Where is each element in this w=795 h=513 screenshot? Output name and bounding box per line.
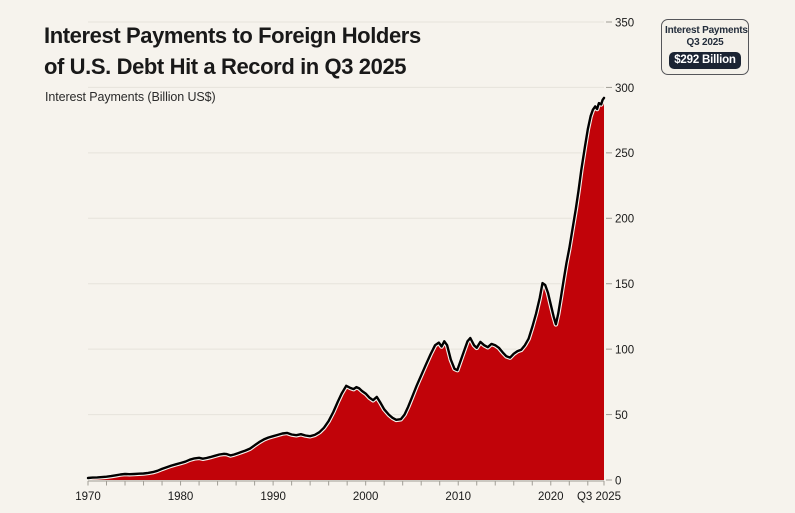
chart-title-line1: Interest Payments to Foreign Holders — [44, 23, 421, 48]
line-series — [86, 96, 606, 480]
y-axis-label-300: 300 — [615, 83, 634, 95]
y-axis-label-350: 350 — [615, 17, 634, 29]
y-axis-ticks — [606, 21, 612, 481]
callout-period: Q3 2025 — [686, 37, 724, 48]
x-axis-label-q3-2025: Q3 2025 — [577, 491, 621, 503]
chart-title-line2: of U.S. Debt Hit a Record in Q3 2025 — [44, 54, 407, 79]
y-axis-label-250: 250 — [615, 148, 634, 160]
x-axis-label-1970: 1970 — [75, 491, 101, 503]
y-axis-label-200: 200 — [615, 214, 634, 226]
x-axis-label-2020: 2020 — [538, 491, 564, 503]
callout-value-badge: $292 Billion — [669, 52, 741, 69]
area-series — [88, 97, 604, 481]
x-axis-ticks — [87, 481, 605, 486]
y-axis-label-50: 50 — [615, 410, 628, 422]
x-axis-label-2010: 2010 — [445, 491, 471, 503]
y-axis-label-0: 0 — [615, 475, 621, 487]
x-axis-label-1990: 1990 — [260, 491, 286, 503]
y-axis-label-100: 100 — [615, 345, 634, 357]
callout-label: Interest Payments — [665, 25, 748, 36]
gridlines — [88, 21, 604, 416]
x-axis-labels: 1970 1980 1990 2000 2010 2020 Q3 2025 — [75, 491, 621, 503]
x-axis-label-1980: 1980 — [168, 491, 194, 503]
y-axis-label-150: 150 — [615, 279, 634, 291]
latest-value-callout: Interest Payments Q3 2025 $292 Billion — [661, 19, 749, 75]
chart-subtitle: Interest Payments (Billion US$) — [45, 90, 216, 104]
chart-title: Interest Payments to Foreign Holders of … — [44, 20, 421, 82]
y-axis-labels: 0 50 100 150 200 250 300 350 — [615, 17, 634, 487]
x-axis-label-2000: 2000 — [353, 491, 379, 503]
